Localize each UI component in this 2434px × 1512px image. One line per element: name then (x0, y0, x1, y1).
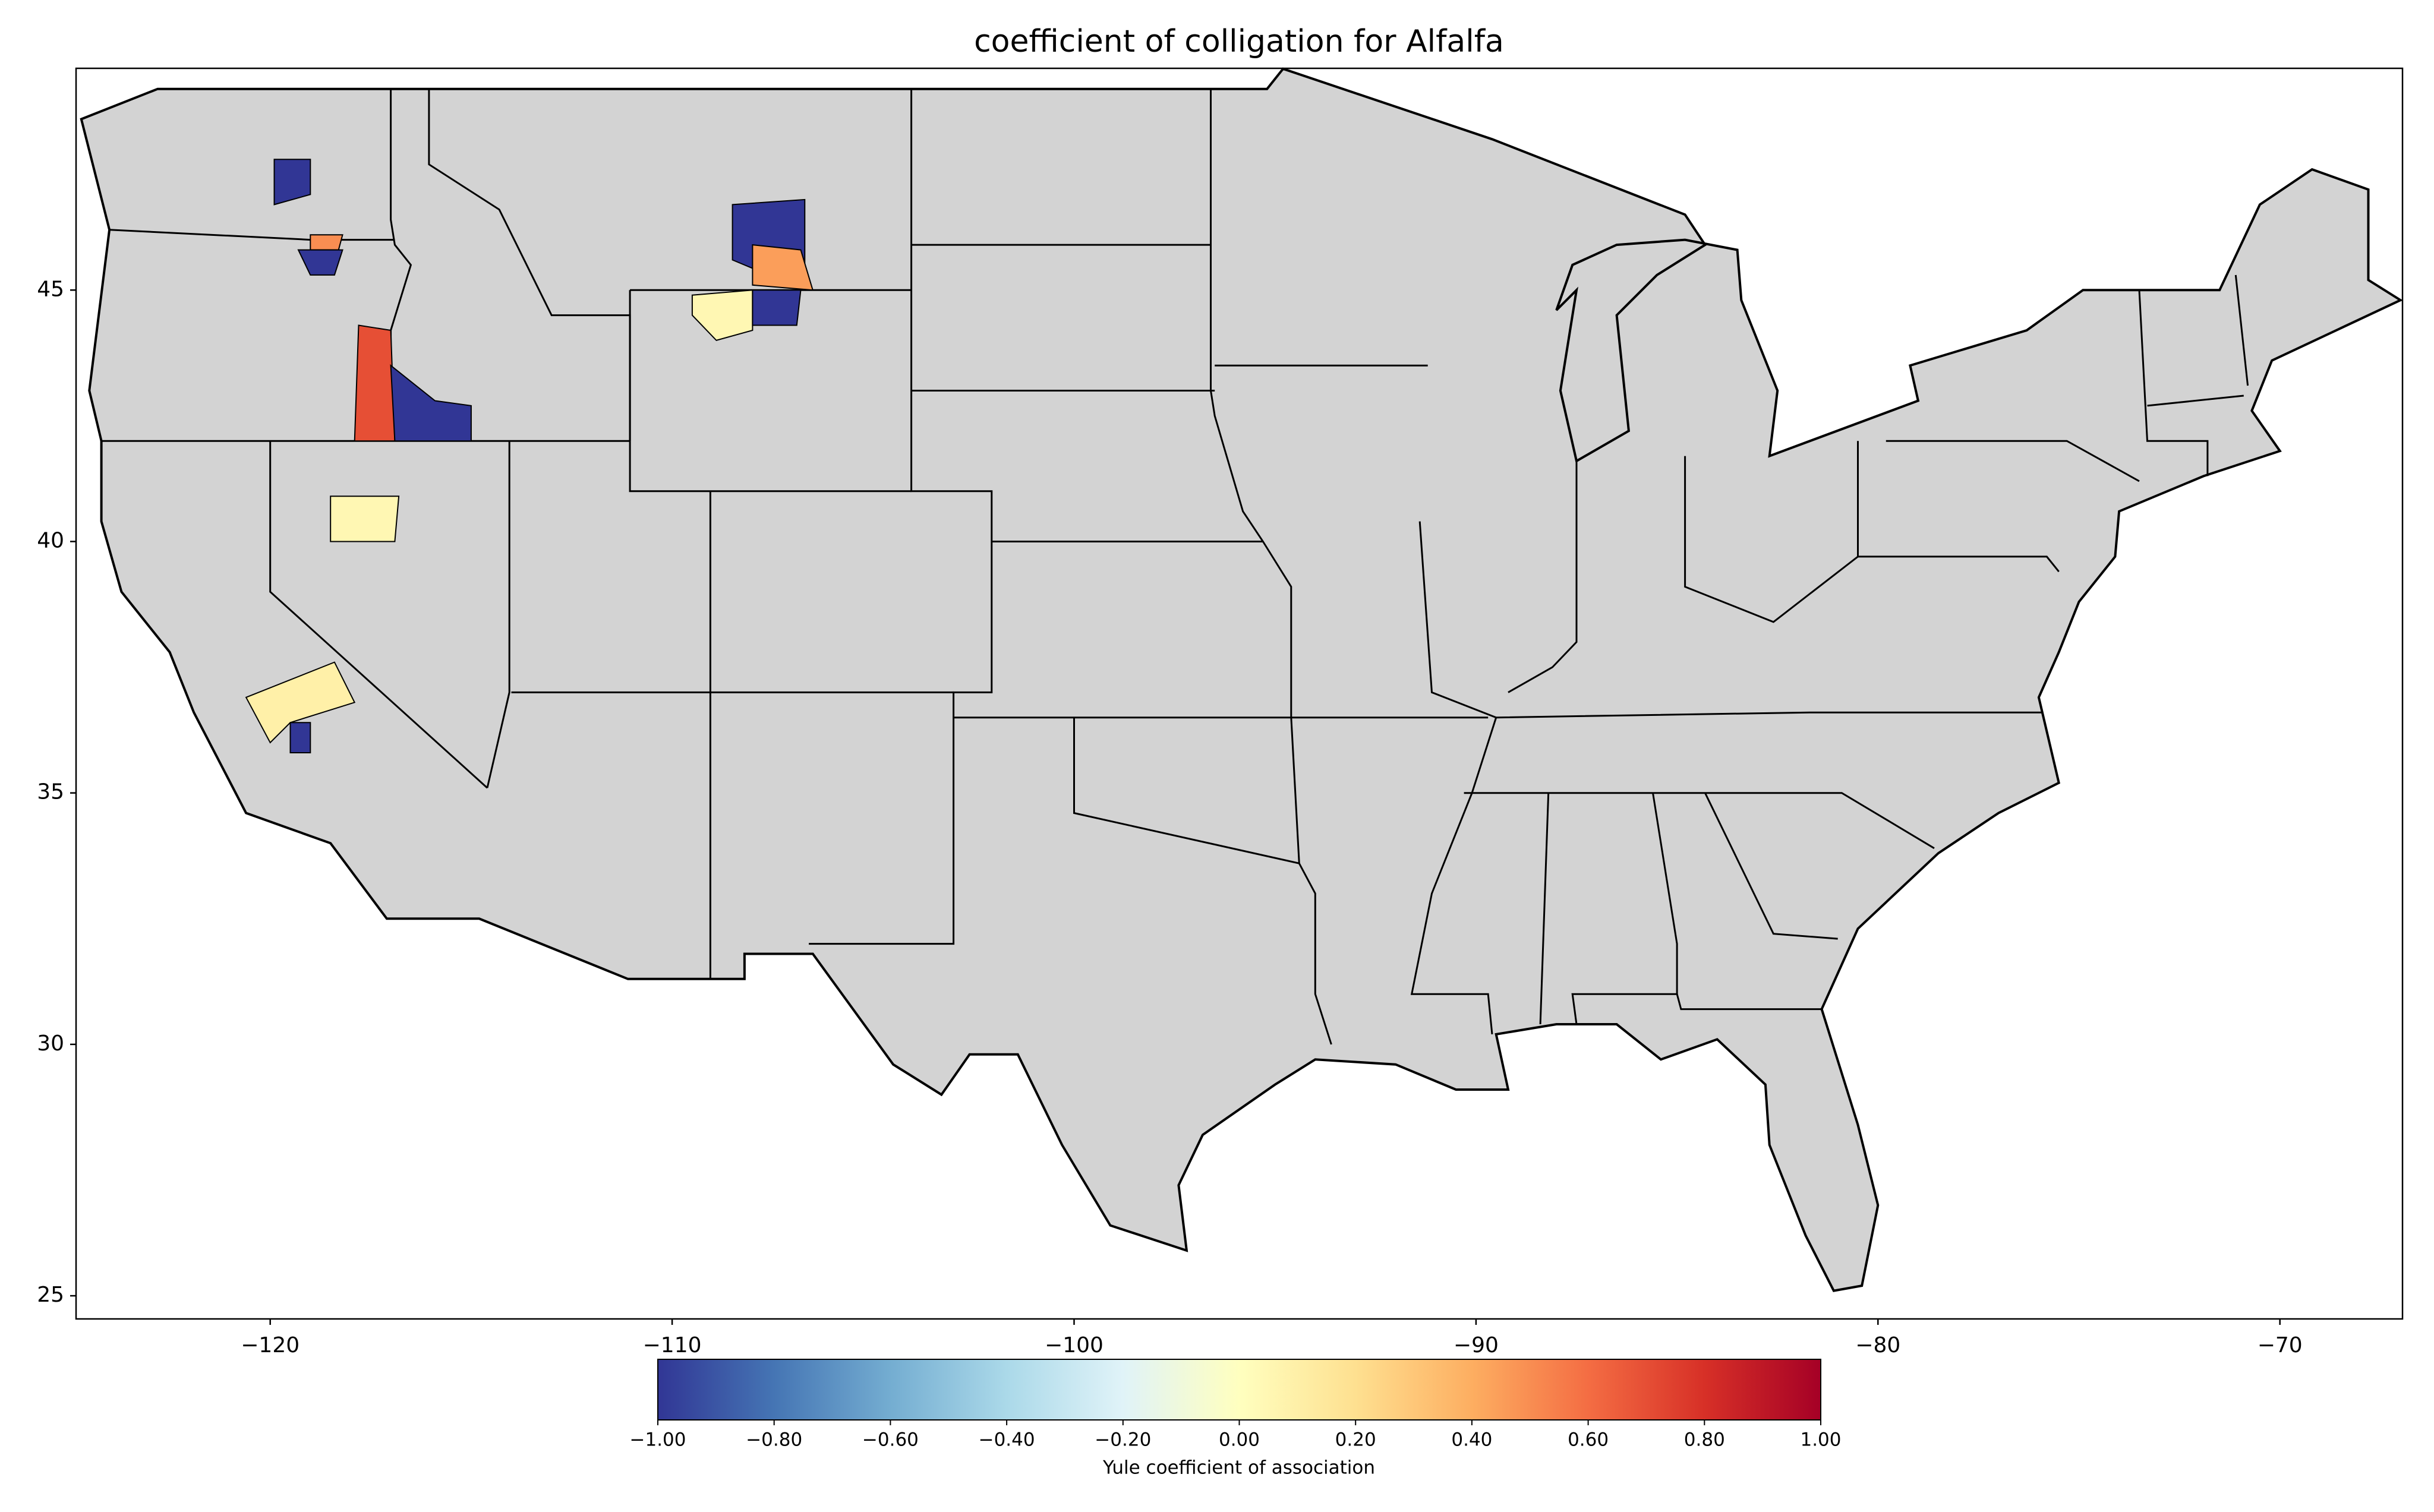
colorbar (657, 1359, 1821, 1421)
chart-title: coefficient of colligation for Alfalfa (974, 24, 1504, 59)
state-border (2147, 394, 2244, 407)
colorbar-tick-label: 0.20 (1335, 1429, 1376, 1451)
state-border (1508, 461, 1578, 693)
county (289, 722, 311, 753)
y-tick-label: 40 (37, 528, 64, 553)
state-border (1858, 555, 2060, 573)
state-border (2234, 274, 2249, 386)
axes-frame (75, 67, 2404, 1320)
colorbar-tick-label: 0.60 (1568, 1429, 1609, 1451)
y-tick-label: 45 (37, 277, 64, 301)
state-border (1539, 793, 1550, 1025)
land (80, 67, 2403, 1292)
y-tick-label: 35 (37, 780, 64, 804)
state-border (1684, 441, 1859, 623)
colorbar-tick-label: −0.80 (746, 1429, 802, 1451)
state-border (1496, 711, 2043, 719)
state-border (269, 441, 488, 789)
state-border (1298, 863, 1332, 1045)
colorbar-label: Yule coefficient of association (1102, 1457, 1375, 1479)
y-tick-label: 25 (37, 1283, 64, 1307)
county (310, 234, 343, 251)
colorbar-tick-label: 1.00 (1800, 1429, 1841, 1451)
county (273, 159, 311, 206)
colorbar-tick-label: −0.20 (1095, 1429, 1151, 1451)
colorbar-tick-label: −0.60 (862, 1429, 919, 1451)
county (390, 364, 472, 442)
state-border (428, 89, 631, 441)
x-tick-label: −70 (2258, 1333, 2303, 1358)
county (354, 324, 396, 442)
state-border (809, 89, 993, 945)
county (297, 249, 343, 276)
colorbar-tick-label: −0.40 (979, 1429, 1035, 1451)
x-tick-label: −110 (643, 1333, 702, 1358)
colorbar-tick-label: −1.00 (630, 1429, 686, 1451)
colorbar-tick-label: 0.40 (1451, 1429, 1492, 1451)
county (330, 495, 400, 542)
state-border (1464, 792, 1935, 850)
state-border (1704, 793, 1838, 940)
state-border (486, 441, 510, 788)
county (752, 244, 814, 291)
county (691, 289, 753, 342)
colorbar-tick-label: 0.00 (1219, 1429, 1260, 1451)
state-border (2138, 290, 2209, 476)
x-tick-label: −120 (241, 1333, 299, 1358)
state-border (1676, 993, 1822, 1011)
state-border (1410, 521, 1497, 1035)
x-tick-label: −100 (1045, 1333, 1104, 1358)
county (752, 289, 802, 326)
x-tick-label: −90 (1454, 1333, 1499, 1358)
state-border (1886, 440, 2140, 482)
y-tick-label: 30 (37, 1031, 64, 1056)
county (245, 661, 356, 744)
state-border (1210, 89, 1292, 718)
x-tick-label: −80 (1855, 1333, 1900, 1358)
colorbar-tick-label: 0.80 (1684, 1429, 1725, 1451)
